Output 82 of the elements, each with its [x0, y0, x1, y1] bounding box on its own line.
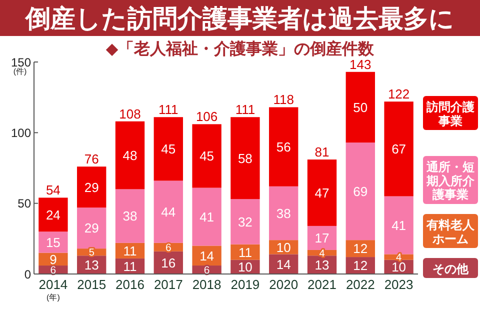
x-tick-label: 2016 — [116, 277, 144, 292]
bar — [307, 160, 337, 226]
data-label: 14 — [200, 248, 214, 264]
data-label: 38 — [122, 208, 138, 224]
chart-subtitle: ◆「老人福祉・介護事業」の倒産件数 — [106, 39, 376, 58]
x-tick-label: 2018 — [192, 277, 222, 292]
x-axis-title: (年) — [46, 293, 60, 302]
data-label: 14 — [276, 256, 291, 272]
data-label: 44 — [161, 204, 176, 220]
data-label: 56 — [276, 139, 291, 154]
data-label: 29 — [84, 180, 99, 195]
x-tick-label: 2020 — [269, 277, 298, 292]
data-label: 11 — [123, 243, 137, 258]
data-label: 16 — [161, 255, 176, 270]
bar — [269, 107, 298, 186]
data-label: 69 — [353, 184, 368, 199]
x-tick-label: 2019 — [230, 277, 260, 292]
data-label: 41 — [200, 209, 214, 224]
total-label: 111 — [235, 102, 256, 118]
data-label: 11 — [123, 258, 137, 274]
series-label: 通所・短期入所介護事業 — [426, 160, 476, 202]
total-label: 106 — [196, 109, 218, 124]
data-label: 67 — [392, 142, 406, 157]
data-label: 10 — [392, 260, 406, 275]
bar — [192, 124, 222, 188]
y-axis-title: (件) — [13, 67, 27, 76]
total-label: 143 — [350, 56, 372, 72]
bar — [154, 180, 183, 243]
data-label: 32 — [238, 214, 252, 230]
bar — [384, 196, 414, 254]
data-label: 4 — [319, 248, 326, 260]
data-label: 11 — [238, 244, 252, 260]
data-label: 12 — [353, 241, 368, 256]
bar — [230, 117, 260, 200]
data-label: 5 — [88, 248, 95, 259]
x-tick-label: 2022 — [346, 277, 375, 292]
bar — [384, 102, 414, 196]
data-label: 13 — [314, 257, 330, 272]
data-label: 10 — [238, 260, 252, 275]
data-label: 6 — [165, 242, 172, 254]
data-label: 10 — [276, 240, 291, 255]
total-label: 111 — [158, 102, 178, 118]
series-label: 訪問介護事業 — [426, 100, 474, 128]
chart-title: 倒産した訪問介護事業者は過去最多に — [24, 5, 454, 33]
total-label: 122 — [388, 86, 410, 102]
total-label: 81 — [314, 144, 330, 160]
data-label: 47 — [314, 185, 330, 200]
bar — [346, 72, 375, 143]
data-label: 50 — [353, 100, 368, 115]
data-label: 15 — [46, 234, 60, 250]
data-label: 58 — [238, 150, 252, 166]
data-label: 6 — [50, 266, 56, 277]
data-label: 12 — [353, 258, 368, 274]
data-label: 29 — [84, 220, 99, 236]
bar — [192, 188, 222, 246]
x-tick-label: 2021 — [308, 277, 336, 292]
data-label: 41 — [392, 218, 406, 233]
data-label: 48 — [122, 148, 138, 163]
x-tick-label: 2015 — [77, 277, 106, 292]
x-tick-label: 2017 — [154, 277, 183, 292]
data-label: 45 — [200, 148, 214, 164]
data-label: 38 — [276, 206, 291, 221]
data-label: 6 — [204, 266, 210, 277]
data-label: 13 — [84, 257, 99, 272]
total-label: 76 — [84, 152, 99, 167]
total-label: 118 — [273, 92, 294, 108]
data-label: 9 — [50, 252, 57, 267]
series-label: 有料老人ホーム — [426, 218, 476, 246]
y-tick-label: 50 — [18, 196, 32, 211]
y-tick-label: 0 — [24, 267, 32, 282]
data-label: 24 — [46, 207, 60, 222]
x-tick-label: 2014 — [38, 277, 68, 292]
total-label: 108 — [119, 106, 141, 122]
bar — [346, 142, 375, 240]
data-label: 45 — [161, 142, 176, 157]
bar — [115, 121, 145, 190]
bar — [154, 117, 183, 181]
series-label: その他 — [432, 262, 470, 276]
y-tick-label: 100 — [10, 126, 32, 140]
total-label: 54 — [46, 182, 60, 198]
data-label: 17 — [314, 230, 330, 246]
x-tick-label: 2023 — [384, 277, 414, 292]
